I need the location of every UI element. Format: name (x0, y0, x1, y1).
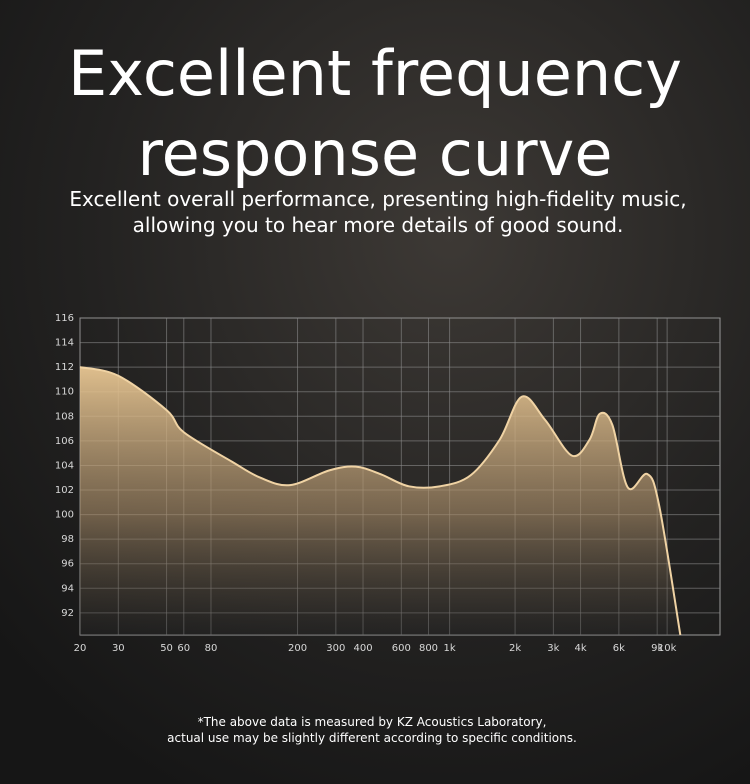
footnote: *The above data is measured by KZ Acoust… (198, 715, 547, 729)
x-tick-label: 80 (205, 643, 218, 654)
title: response curve (137, 117, 612, 190)
x-tick-label: 9k (651, 643, 663, 654)
x-tick-label: 4k (574, 643, 586, 654)
y-tick-label: 98 (61, 534, 74, 545)
x-tick-label: 6k (613, 643, 625, 654)
x-tick-label: 30 (112, 643, 125, 654)
x-tick-label: 2k (509, 643, 521, 654)
y-tick-label: 96 (61, 559, 74, 570)
subtitle: Excellent overall performance, presentin… (69, 187, 686, 211)
area-fill (80, 367, 681, 635)
x-tick-label: 800 (419, 643, 438, 654)
y-tick-label: 112 (55, 362, 74, 373)
x-tick-label: 10k (658, 643, 677, 654)
x-tick-label: 1k (444, 643, 456, 654)
x-tick-label: 200 (288, 643, 307, 654)
y-tick-label: 92 (61, 608, 74, 619)
curve (79, 366, 682, 636)
title: Excellent frequency (68, 37, 682, 110)
y-tick-label: 104 (55, 460, 74, 471)
footnote: actual use may be slightly different acc… (167, 731, 577, 745)
x-tick-label: 50 (160, 643, 173, 654)
x-tick-label: 300 (326, 643, 345, 654)
x-tick-label: 20 (74, 643, 87, 654)
y-tick-label: 100 (55, 510, 74, 521)
y-tick-label: 106 (55, 436, 74, 447)
y-tick-label: 108 (55, 411, 74, 422)
y-tick-label: 102 (55, 485, 74, 496)
x-tick-label: 400 (353, 643, 372, 654)
subtitle: allowing you to hear more details of goo… (133, 213, 624, 237)
y-tick-label: 114 (55, 338, 74, 349)
y-tick-label: 116 (55, 313, 74, 324)
x-tick-label: 3k (547, 643, 559, 654)
y-tick-label: 110 (55, 387, 74, 398)
x-tick-label: 60 (177, 643, 190, 654)
y-tick-label: 94 (61, 583, 74, 594)
x-tick-label: 600 (392, 643, 411, 654)
